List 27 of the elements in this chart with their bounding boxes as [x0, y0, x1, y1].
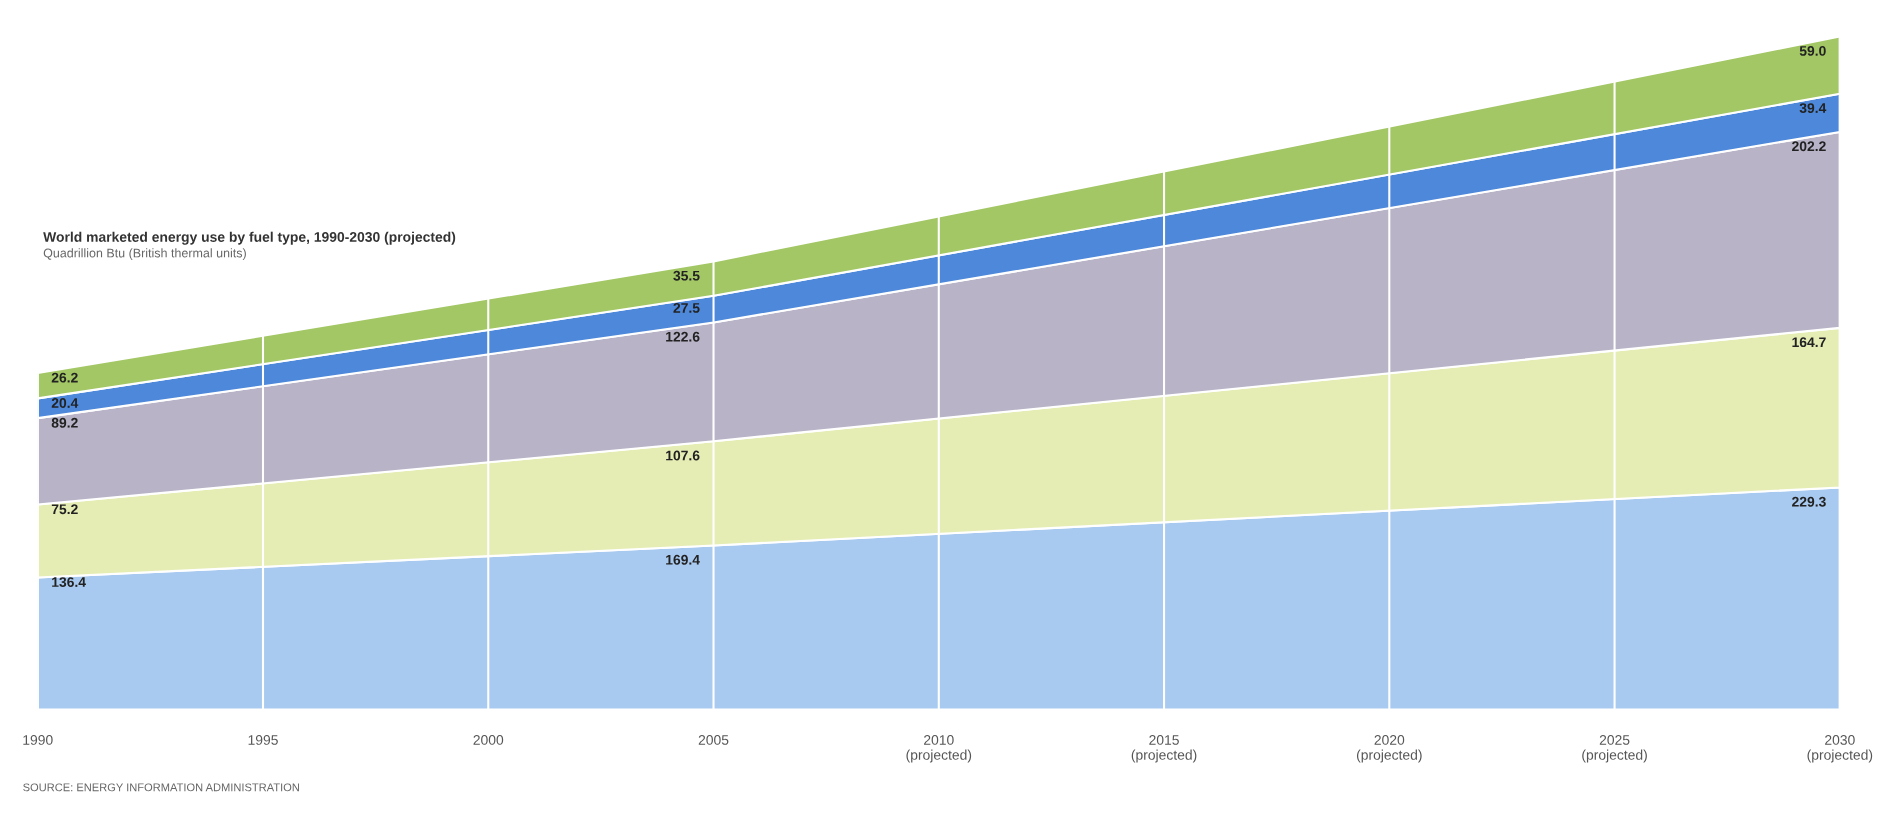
x-tick-label: 1990 [23, 735, 53, 745]
data-label: 202.2 [1792, 141, 1826, 152]
x-tick-label: 2030 (projected) [1807, 735, 1873, 763]
x-tick-label: 2010 (projected) [906, 735, 972, 763]
x-tick-label: 1995 [248, 735, 278, 745]
x-tick-label: 2005 [698, 735, 729, 745]
data-label: 136.4 [52, 577, 86, 588]
source-note: SOURCE: ENERGY INFORMATION ADMINISTRATION [23, 783, 299, 792]
data-label: 27.5 [673, 303, 700, 313]
data-label: 75.2 [51, 504, 78, 515]
x-tick-label: 2020 (projected) [1356, 735, 1422, 763]
x-tick-label: 2025 (projected) [1582, 735, 1647, 763]
data-label: 39.4 [1799, 103, 1827, 114]
data-label: 169.4 [666, 554, 700, 565]
text: Quadrillion Btu (British thermal units) [43, 248, 246, 260]
data-label: 107.6 [666, 450, 700, 461]
data-label: 122.6 [666, 331, 700, 342]
data-label: 59.0 [1799, 45, 1826, 56]
data-label: 229.3 [1792, 496, 1826, 507]
data-label: 164.7 [1792, 337, 1826, 348]
data-label: 35.5 [673, 270, 700, 281]
x-tick-label: 2015 (projected) [1131, 735, 1197, 763]
data-label: 20.4 [51, 398, 79, 408]
data-label: 26.2 [51, 372, 78, 383]
text: World marketed energy use by fuel type, 1990-2030 (projected) [43, 231, 456, 245]
x-tick-label: 2000 [473, 735, 504, 745]
data-label: 89.2 [51, 417, 78, 428]
